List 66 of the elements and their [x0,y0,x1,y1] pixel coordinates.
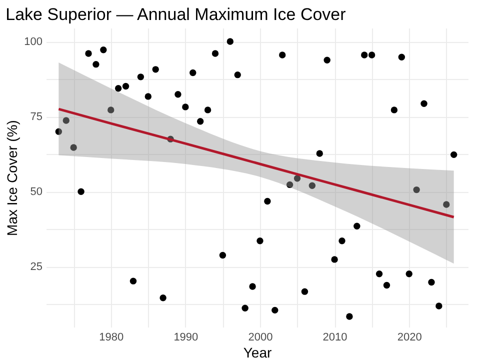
point [100,46,107,54]
point [234,71,241,78]
point [354,222,360,230]
point [182,104,189,110]
point [62,117,70,124]
x-tick-label: 2000 [248,332,273,344]
point [272,306,278,314]
point [204,106,212,114]
point [249,283,256,290]
point [212,50,219,57]
y-tick-label: 25 [30,261,42,274]
point [301,288,308,295]
point [278,52,286,58]
point [190,69,196,76]
x-tick-label: 1990 [174,332,198,344]
x-axis-title: Year [243,344,272,360]
point [85,50,92,57]
point [413,186,420,194]
point [361,52,368,58]
point [450,151,458,158]
point [383,282,390,289]
point [264,198,271,205]
point [420,100,428,107]
x-tick-label: 1980 [99,332,124,344]
point [294,175,301,182]
point [390,106,398,114]
y-axis-title: Max Ice Cover (%) [4,120,20,236]
point [130,278,137,284]
point [70,144,77,151]
point [376,270,383,278]
point [428,278,435,286]
point [219,252,226,259]
y-tick-label: 50 [30,186,42,198]
point [226,38,234,45]
point [324,56,330,64]
point [174,90,182,98]
point [92,60,100,68]
point [331,256,338,263]
point [108,106,114,114]
line-series [57,108,456,218]
y-tick-label: 75 [30,111,42,124]
point [368,52,376,58]
point [144,93,152,100]
x-tick-label: 2010 [322,332,348,344]
point [398,54,405,60]
point [114,84,122,92]
point [78,188,84,195]
point [122,82,130,90]
point [160,294,166,302]
point [256,237,264,244]
point [196,118,204,125]
point [242,304,248,312]
point [308,182,316,189]
point [443,201,450,208]
point [152,66,159,73]
point [406,270,412,278]
chart-title: Lake Superior — Annual Maximum Ice Cover [6,5,346,24]
point [137,74,144,80]
point [436,302,442,310]
point [346,313,353,320]
point [55,128,62,135]
point [286,181,294,188]
x-tick-label: 2020 [397,332,422,344]
point [338,237,346,244]
y-tick-label: 100 [24,36,42,48]
point [316,150,323,157]
